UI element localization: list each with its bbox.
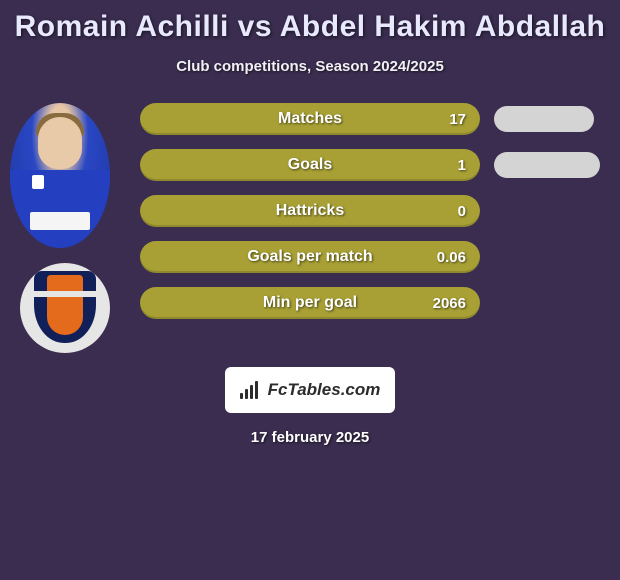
stat-value: 17 (449, 111, 466, 128)
stat-side-pill (494, 106, 594, 132)
brand-text: FcTables.com (268, 380, 381, 400)
stat-value: 1 (458, 157, 466, 174)
stat-row-hattricks: Hattricks 0 (140, 195, 600, 227)
stat-side-pill (494, 152, 600, 178)
date-text: 17 february 2025 (0, 429, 620, 446)
subtitle: Club competitions, Season 2024/2025 (0, 58, 620, 75)
player2-club-badge (20, 263, 110, 353)
comparison-content: Matches 17 Goals 1 Hattricks 0 Goals per… (0, 103, 620, 319)
stat-row-matches: Matches 17 (140, 103, 600, 135)
stat-value: 2066 (433, 295, 466, 312)
stat-value: 0 (458, 203, 466, 220)
page-title: Romain Achilli vs Abdel Hakim Abdallah (0, 0, 620, 44)
avatars-column (10, 103, 120, 353)
stat-pill: Goals per match 0.06 (140, 241, 480, 273)
brand-badge[interactable]: FcTables.com (225, 367, 395, 413)
stat-row-goals-per-match: Goals per match 0.06 (140, 241, 600, 273)
stat-bars: Matches 17 Goals 1 Hattricks 0 Goals per… (140, 103, 600, 319)
stat-pill: Hattricks 0 (140, 195, 480, 227)
stat-value: 0.06 (437, 249, 466, 266)
stat-label: Goals per match (247, 248, 372, 266)
stat-pill: Goals 1 (140, 149, 480, 181)
brand-bars-icon (240, 381, 262, 399)
stat-label: Matches (278, 110, 342, 128)
stat-label: Min per goal (263, 294, 357, 312)
stat-label: Hattricks (276, 202, 344, 220)
stat-label: Goals (288, 156, 332, 174)
stat-pill: Min per goal 2066 (140, 287, 480, 319)
player1-avatar (10, 103, 110, 248)
stat-row-goals: Goals 1 (140, 149, 600, 181)
stat-row-min-per-goal: Min per goal 2066 (140, 287, 600, 319)
stat-pill: Matches 17 (140, 103, 480, 135)
